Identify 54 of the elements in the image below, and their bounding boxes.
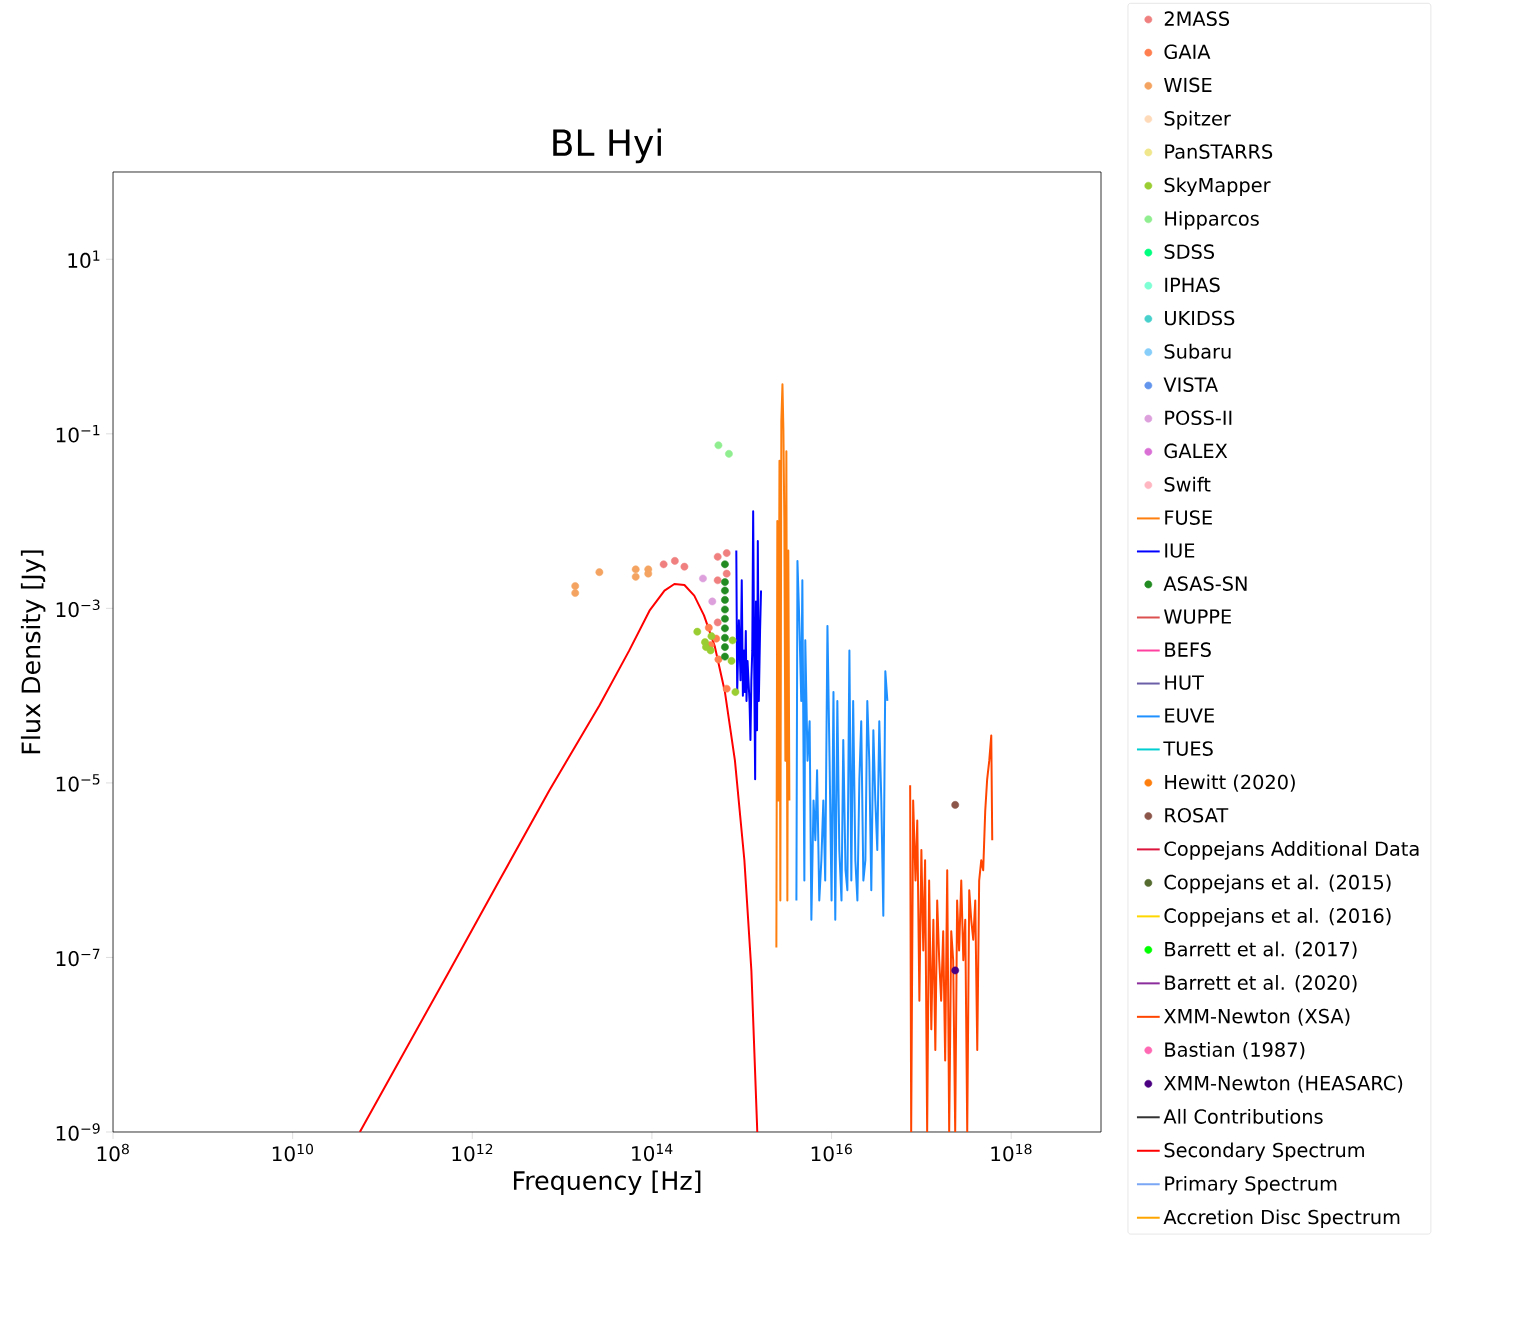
legend-label: Barrett et al. (2020) <box>1165 975 1357 993</box>
y-tick-label: 10$^{1}$ <box>68 250 100 269</box>
legend-label: TUES <box>1163 741 1213 756</box>
legend-label: Accretion Disc Spectrum <box>1163 1209 1400 1229</box>
legend-label: Subaru <box>1164 343 1231 359</box>
legend-label: SDSS <box>1164 244 1215 260</box>
legend-label: BEFS <box>1165 642 1211 657</box>
legend-label: ROSAT <box>1165 807 1229 823</box>
y-tick-label: 10$^{−5}$ <box>56 774 100 792</box>
legend-label: VISTA <box>1163 377 1218 392</box>
chart-title: BL Hyi <box>553 128 661 164</box>
y-axis-title: Flux Density [Jy] <box>20 550 46 754</box>
legend-label: GALEX <box>1164 443 1228 459</box>
legend-label: Spitzer <box>1164 110 1231 130</box>
legend-label: Coppejans Additional Data <box>1164 841 1419 860</box>
line-series <box>775 383 791 949</box>
legend-label: POSS-II <box>1165 410 1232 426</box>
y-tick-label: 10$^{−7}$ <box>56 948 100 967</box>
x-tick-label: 10$^{18}$ <box>991 1143 1032 1162</box>
legend-label: Primary Spectrum <box>1165 1175 1337 1195</box>
legend-label: IUE <box>1165 543 1195 558</box>
x-tick-label: 10$^{8}$ <box>97 1143 129 1162</box>
legend-label: Barrett et al. (2017) <box>1165 941 1357 959</box>
y-tick-label: 10$^{−3}$ <box>56 599 100 618</box>
legend-label: Hipparcos <box>1165 210 1259 230</box>
legend-label: Bastian (1987) <box>1165 1041 1305 1060</box>
legend-label: GAIA <box>1164 44 1211 60</box>
x-tick-label: 10$^{16}$ <box>811 1143 852 1162</box>
legend-label: 2MASS <box>1164 11 1230 26</box>
legend-label: All Contributions <box>1163 1108 1323 1124</box>
x-axis-title: Frequency [Hz] <box>513 1170 701 1196</box>
legend-label: XMM-Newton (XSA) <box>1163 1008 1350 1026</box>
x-tick-label: 10$^{10}$ <box>272 1143 314 1162</box>
legend-label: PanSTARRS <box>1165 144 1273 159</box>
legend-label: Swift <box>1164 476 1211 492</box>
legend-label: ASAS-SN <box>1163 576 1247 591</box>
legend-label: EUVE <box>1165 708 1214 723</box>
legend-label: XMM-Newton (HEASARC) <box>1163 1075 1403 1093</box>
legend-label: SkyMapper <box>1164 177 1271 197</box>
legend-label: Secondary Spectrum <box>1164 1142 1364 1162</box>
legend-label: UKIDSS <box>1165 310 1235 326</box>
legend-label: WUPPE <box>1164 609 1231 624</box>
y-tick-label: 10$^{−9}$ <box>56 1123 100 1141</box>
legend-label: HUT <box>1165 675 1204 690</box>
line-series <box>909 734 994 1132</box>
legend-label: Coppejans et al. (2015) <box>1164 874 1391 894</box>
legend-label: Hewitt (2020) <box>1165 774 1295 792</box>
x-tick-label: 10$^{14}$ <box>632 1143 673 1162</box>
legend-label: WISE <box>1164 77 1212 93</box>
legend-label: IPHAS <box>1165 277 1220 293</box>
legend-label: FUSE <box>1165 510 1212 525</box>
x-tick-label: 10$^{12}$ <box>452 1143 493 1162</box>
y-tick-label: 10$^{−1}$ <box>56 425 100 443</box>
legend-label: Coppejans et al. (2016) <box>1164 908 1391 927</box>
